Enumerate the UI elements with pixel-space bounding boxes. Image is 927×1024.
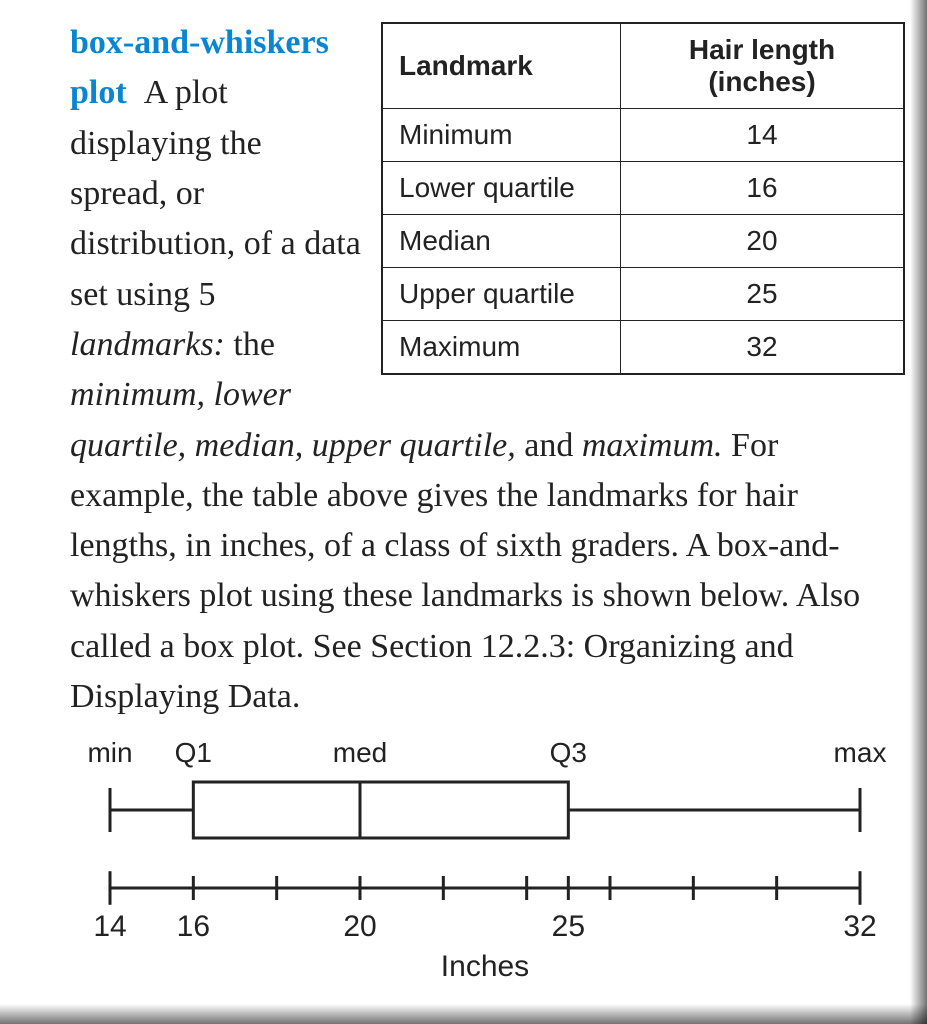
table-row: Upper quartile 25 xyxy=(382,268,904,321)
table-row: Minimum 14 xyxy=(382,109,904,162)
boxplot-svg: min Q1 med Q3 max 14 16 20 25 32 Inches xyxy=(70,740,900,1000)
cell-value: 32 xyxy=(621,321,905,375)
def-body-4: For example, the table above gives the l… xyxy=(70,427,860,716)
cell-landmark: Maximum xyxy=(382,321,621,375)
cell-value: 14 xyxy=(621,109,905,162)
def-italic-list: minimum, lower quartile, median, upper q… xyxy=(70,376,516,463)
table-row: Median 20 xyxy=(382,215,904,268)
svg-text:Inches: Inches xyxy=(441,950,529,983)
col-header-value: Hair length (inches) xyxy=(621,23,905,109)
svg-text:25: 25 xyxy=(552,910,585,943)
cell-value: 25 xyxy=(621,268,905,321)
svg-text:16: 16 xyxy=(177,910,210,943)
table-row: Lower quartile 16 xyxy=(382,162,904,215)
cell-landmark: Minimum xyxy=(382,109,621,162)
svg-text:max: max xyxy=(834,740,887,768)
table-header-row: Landmark Hair length (inches) xyxy=(382,23,904,109)
cell-value: 20 xyxy=(621,215,905,268)
definition-block: Landmark Hair length (inches) Minimum 14… xyxy=(70,18,905,722)
svg-text:20: 20 xyxy=(343,910,376,943)
cell-value: 16 xyxy=(621,162,905,215)
svg-text:min: min xyxy=(87,740,132,768)
landmark-table: Landmark Hair length (inches) Minimum 14… xyxy=(381,22,905,375)
boxplot-chart: min Q1 med Q3 max 14 16 20 25 32 Inches xyxy=(70,740,900,1000)
col-header-landmark: Landmark xyxy=(382,23,621,109)
page-root: Landmark Hair length (inches) Minimum 14… xyxy=(0,0,927,1024)
svg-text:Q3: Q3 xyxy=(550,740,587,768)
cell-landmark: Upper quartile xyxy=(382,268,621,321)
table-row: Maximum 32 xyxy=(382,321,904,375)
svg-text:Q1: Q1 xyxy=(175,740,212,768)
def-italic-landmarks: landmarks: xyxy=(70,326,225,363)
svg-text:32: 32 xyxy=(843,910,876,943)
def-body-3: and xyxy=(516,427,582,464)
cell-landmark: Median xyxy=(382,215,621,268)
svg-text:med: med xyxy=(333,740,387,768)
cell-landmark: Lower quartile xyxy=(382,162,621,215)
svg-text:14: 14 xyxy=(93,910,126,943)
def-italic-max: maximum. xyxy=(582,427,723,464)
def-body-2: the xyxy=(225,326,275,363)
